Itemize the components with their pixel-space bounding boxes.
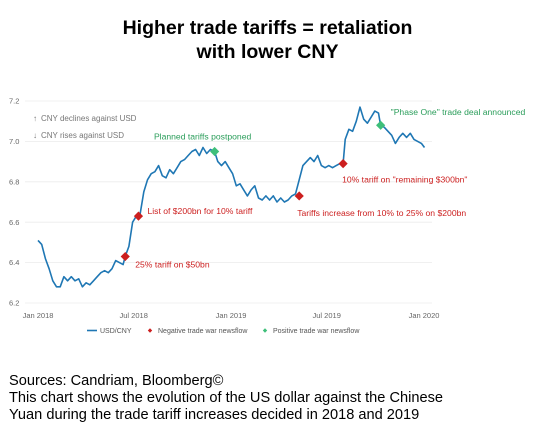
y-tick-label: 6.4 [9,258,19,267]
usd-cny-line-chart: 6.26.46.66.87.07.2 Jan 2018 Jul 2018 Jan 2… [9,97,526,335]
negative-event-marker [120,251,130,262]
direction-notes: ↑ CNY declines against USD ↓ CNY rises agai… [33,114,137,140]
footer-description-line-1: This chart shows the evolution of the US… [9,390,444,406]
legend-label: USD/CNY [100,328,132,335]
series-layer [37,106,426,288]
event-label: "Phase One" trade deal announced [391,107,526,117]
negative-event-marker [294,191,304,201]
note-arrow: ↑ [33,114,37,123]
chart-title-line-2: with lower CNY [196,41,339,63]
legend-diamond-swatch [147,328,153,333]
event-label: 10% tariff on "remaining $300bn" [342,175,467,185]
negative-event-marker [133,211,144,221]
note-text: CNY rises against USD [41,131,124,140]
y-tick-label: 7.2 [9,97,19,106]
x-axis-ticks: Jan 2018 Jul 2018 Jan 2019 Jul 2019 Jan 2020 [23,311,440,320]
y-axis-ticks: 6.2 6.4 6.6 6.8 7.0 7.2 [9,97,19,308]
footer-sources: Sources: Candriam, Bloomberg© [9,373,224,389]
x-tick-label: Jan 2018 [23,311,54,320]
legend-label: Negative trade war newsflow [158,328,248,335]
footer-description-line-2: Yuan during the trade tariff increases d… [9,407,420,423]
chart-footer: Sources: Candriam, Bloomberg© This chart… [9,373,529,424]
legend-label: Positive trade war newsflow [273,328,360,335]
chart-title: Higher trade tariffs = retaliation with … [0,16,535,64]
y-tick-label: 6.6 [9,218,19,227]
positive-event-marker [210,146,220,157]
event-label: Tariffs increase from 10% to 25% on $200… [297,208,466,218]
note-arrow: ↓ [33,131,37,140]
y-tick-label: 6.2 [9,299,19,308]
chart-legend: USD/CNY Negative trade war newsflow Positi… [87,328,360,335]
x-tick-label: Jan 2020 [409,311,440,320]
legend-diamond-swatch [262,328,268,333]
gridlines [25,100,432,304]
negative-event-marker [338,159,348,169]
x-tick-label: Jul 2018 [120,311,148,320]
event-markers: 25% tariff on $50bn List of $200bn for 10… [120,107,526,270]
note-text: CNY declines against USD [41,114,137,123]
series-line-usd-cny [37,106,426,288]
y-tick-label: 7.0 [9,137,19,146]
event-label: List of $200bn for 10% tariff [147,206,253,216]
event-label: 25% tariff on $50bn [135,260,210,270]
x-tick-label: Jan 2019 [216,311,247,320]
y-tick-label: 6.8 [9,177,19,186]
positive-event-marker [376,120,386,130]
x-tick-label: Jul 2019 [313,311,341,320]
event-label: Planned tariffs postponed [154,132,252,142]
chart-title-line-1: Higher trade tariffs = retaliation [122,17,413,39]
